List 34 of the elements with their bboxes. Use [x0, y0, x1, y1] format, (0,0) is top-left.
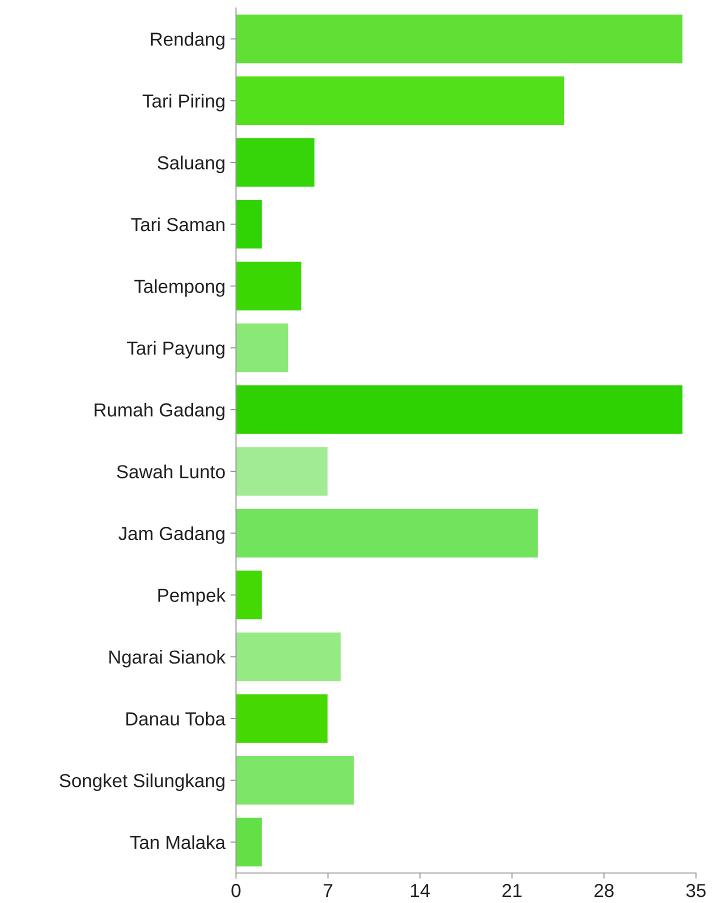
y-tick-label: Rumah Gadang: [94, 402, 224, 420]
y-tick-label: Danau Toba: [126, 712, 226, 726]
y-tick-label: Sawah Lunto: [116, 464, 225, 478]
y-tick-label: Songket Silungkang: [60, 774, 224, 792]
y-tick-label: Jam Gadang: [118, 526, 224, 544]
x-tick-label: 0: [232, 884, 240, 898]
bar: [236, 508, 539, 558]
y-tick-label: Tari Saman: [131, 217, 224, 232]
bar: [236, 755, 355, 806]
bar: [236, 137, 316, 188]
bar: [236, 693, 328, 744]
y-tick-label: Pempek: [158, 588, 226, 606]
bar: [236, 384, 684, 435]
x-tick-label: 14: [411, 884, 430, 898]
y-tick-label: Rendang: [151, 32, 224, 50]
bar: [236, 632, 342, 682]
y-tick-label: Saluang: [158, 156, 224, 174]
x-tick-label: 7: [324, 884, 332, 898]
y-tick-label: Tan Malaka: [130, 835, 226, 850]
bar: [236, 14, 684, 64]
bar: [236, 199, 263, 250]
bar: [236, 76, 565, 126]
bar: [236, 260, 302, 312]
y-tick-label: Tari Payung: [127, 341, 224, 359]
bar: [236, 816, 263, 868]
bar: [236, 570, 263, 620]
y-tick-label: Tari Piring: [142, 94, 224, 112]
y-tick-label: Ngarai Sianok: [109, 650, 226, 668]
x-tick-label: 35: [686, 884, 706, 898]
x-tick-label: 28: [594, 884, 614, 898]
bar: [236, 322, 289, 373]
y-tick-label: Talempong: [134, 279, 224, 297]
bar: [236, 446, 328, 497]
x-tick-label: 21: [502, 884, 522, 898]
